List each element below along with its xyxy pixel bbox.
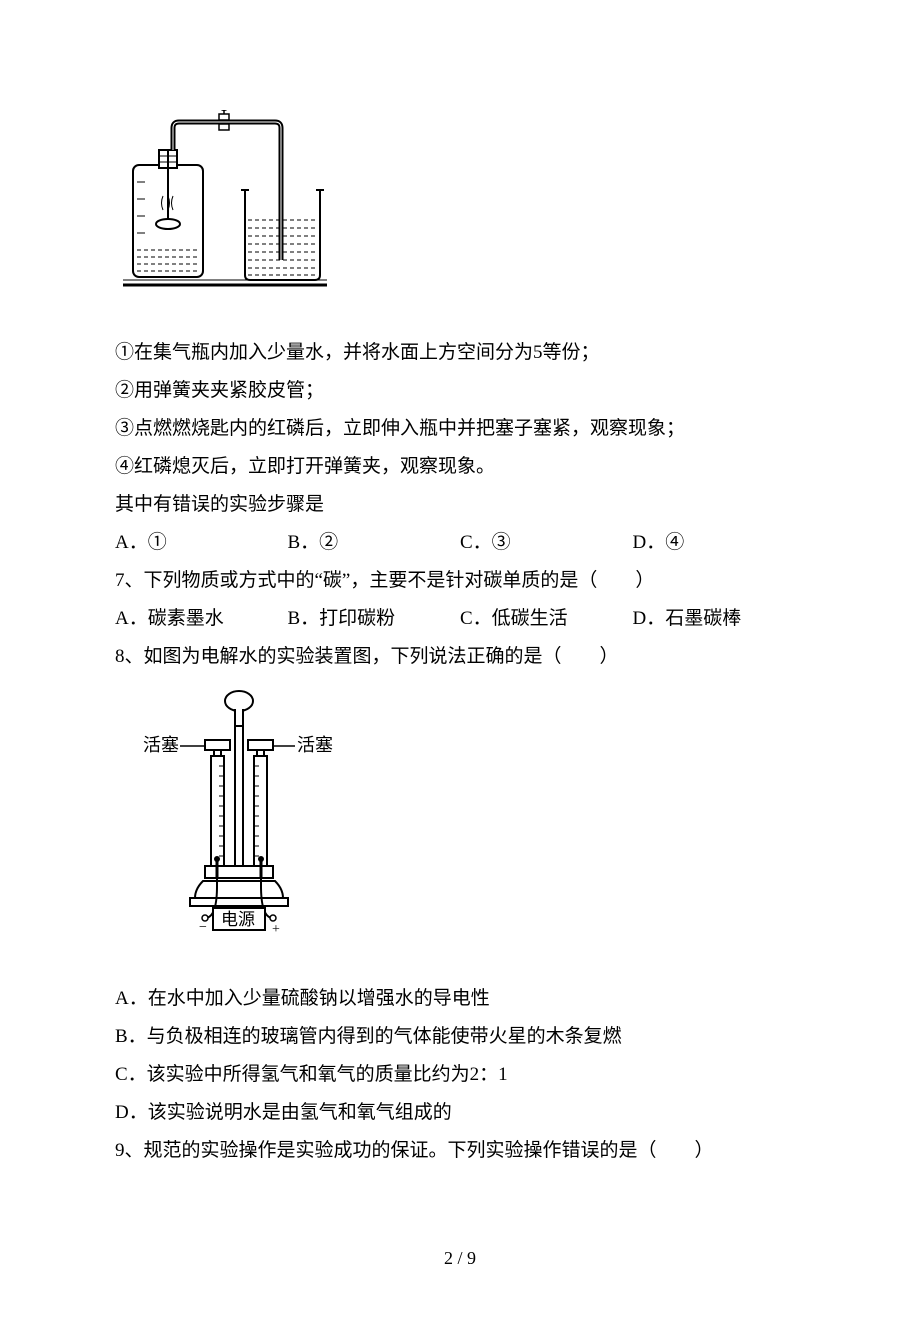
q8-opt-c: C．该实验中所得氢气和氧气的质量比约为2：1 xyxy=(115,1056,805,1094)
figure-combustion-apparatus xyxy=(115,110,805,304)
q7-options: A．碳素墨水 B．打印碳粉 C．低碳生活 D．石墨碳棒 xyxy=(115,600,805,638)
q7-opt-d: D．石墨碳棒 xyxy=(633,600,806,638)
q8-opt-d: D．该实验说明水是由氢气和氧气组成的 xyxy=(115,1094,805,1132)
page-footer: 2 / 9 xyxy=(115,1240,805,1276)
q6-options: A．① B．② C．③ D．④ xyxy=(115,524,805,562)
step-1: ①在集气瓶内加入少量水，并将水面上方空间分为5等份； xyxy=(115,334,805,372)
step-2: ②用弹簧夹夹紧胶皮管； xyxy=(115,372,805,410)
q6-opt-c: C．③ xyxy=(460,524,633,562)
electrolysis-svg: 活塞 活塞 xyxy=(135,686,345,936)
label-left-stopcock: 活塞 xyxy=(143,735,179,755)
step-3: ③点燃燃烧匙内的红磷后，立即伸入瓶中并把塞子塞紧，观察现象； xyxy=(115,410,805,448)
q6-opt-d: D．④ xyxy=(633,524,806,562)
combustion-svg xyxy=(115,110,335,290)
q8-opt-a: A．在水中加入少量硫酸钠以增强水的导电性 xyxy=(115,980,805,1018)
label-negative: − xyxy=(199,920,207,935)
q6-opt-b: B．② xyxy=(288,524,461,562)
q6-opt-a: A．① xyxy=(115,524,288,562)
q7-opt-c: C．低碳生活 xyxy=(460,600,633,638)
q7-stem: 7、下列物质或方式中的“碳”，主要不是针对碳单质的是（ ） xyxy=(115,562,805,600)
q8-stem: 8、如图为电解水的实验装置图，下列说法正确的是（ ） xyxy=(115,638,805,676)
step-4: ④红磷熄灭后，立即打开弹簧夹，观察现象。 xyxy=(115,448,805,486)
figure-electrolysis: 活塞 活塞 xyxy=(135,686,805,950)
label-positive: + xyxy=(272,922,280,936)
label-right-stopcock: 活塞 xyxy=(297,735,333,755)
step-error-prompt: 其中有错误的实验步骤是 xyxy=(115,486,805,524)
page-content: ①在集气瓶内加入少量水，并将水面上方空间分为5等份； ②用弹簧夹夹紧胶皮管； ③… xyxy=(0,0,920,1336)
label-power-source: 电源 xyxy=(221,910,255,929)
q9-stem: 9、规范的实验操作是实验成功的保证。下列实验操作错误的是（ ） xyxy=(115,1132,805,1170)
q8-opt-b: B．与负极相连的玻璃管内得到的气体能使带火星的木条复燃 xyxy=(115,1018,805,1056)
q7-opt-b: B．打印碳粉 xyxy=(288,600,461,638)
q7-opt-a: A．碳素墨水 xyxy=(115,600,288,638)
